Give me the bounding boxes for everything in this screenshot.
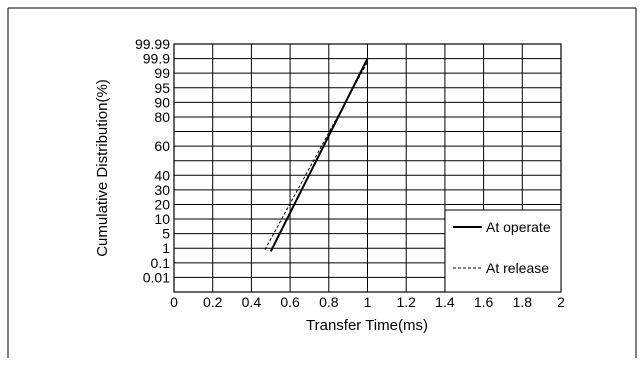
x-tick-label: 1.4 [435,294,455,310]
legend-label-at-operate: At operate [486,219,551,235]
x-tick-label: 1.8 [513,294,533,310]
y-tick-label: 40 [154,167,170,183]
y-tick-label: 1 [162,240,170,256]
x-tick-label: 0 [170,294,178,310]
x-axis-label: Transfer Time(ms) [306,317,428,334]
x-tick-label: 0.6 [280,294,300,310]
y-tick-label: 0.01 [143,269,170,285]
y-tick-label: 80 [154,109,170,125]
series-line-at-release [264,61,368,250]
legend: At operate At release [444,209,562,293]
y-tick-label: 0.1 [151,255,171,271]
y-tick-label: 95 [154,80,170,96]
x-tick-label: 1.2 [396,294,416,310]
y-tick-label: 99.99 [135,36,170,52]
legend-box [444,209,562,293]
y-tick-label: 99 [154,65,170,81]
x-tick-label: 0.8 [319,294,339,310]
y-tick-label: 99.9 [143,51,170,67]
series-lines [264,58,369,252]
plot-area-border [173,43,562,293]
y-tick-label: 90 [154,94,170,110]
x-tick-label: 1 [364,294,372,310]
y-tick-label: 10 [154,211,170,227]
y-tick-label: 5 [162,226,170,242]
legend-label-at-release: At release [486,260,549,276]
x-tick-label: 1.6 [474,294,494,310]
x-tick-label: 2 [557,294,565,310]
x-tick-label: 0.2 [203,294,223,310]
y-axis-label: Cumulative Distribution(%) [94,79,111,257]
x-tick-labels: 0 0.2 0.4 0.6 0.8 1 1.2 1.4 1.6 1.8 2 [170,294,565,310]
x-tick-label: 0.4 [242,294,262,310]
y-tick-label: 60 [154,138,170,154]
y-tick-label: 30 [154,182,170,198]
y-tick-label: 20 [154,196,170,212]
